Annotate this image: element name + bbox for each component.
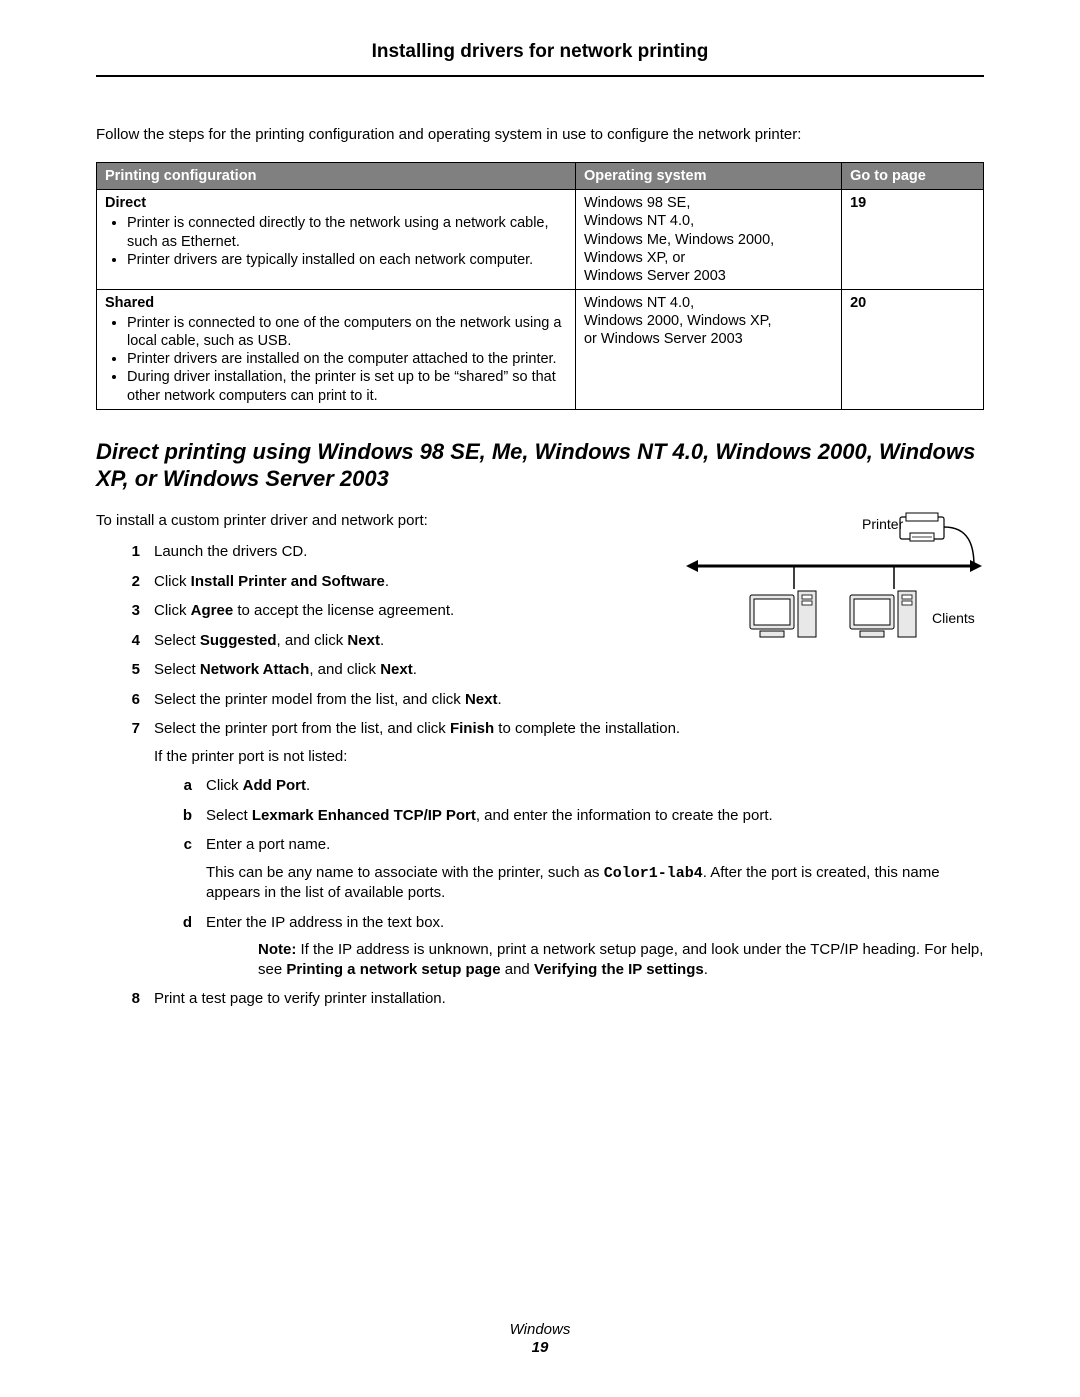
th-os: Operating system xyxy=(575,163,841,190)
steps-list: 1Launch the drivers CD. 2Click Install P… xyxy=(96,542,664,680)
config-table: Printing configuration Operating system … xyxy=(96,162,984,410)
th-config: Printing configuration xyxy=(97,163,576,190)
bullet: Printer drivers are typically installed … xyxy=(127,251,567,269)
step: 8Print a test page to verify printer ins… xyxy=(132,989,984,1009)
bullet: Printer is connected to one of the compu… xyxy=(127,314,567,350)
step-text: Click Install Printer and Software. xyxy=(154,573,389,590)
substep-text: Click Add Port. xyxy=(206,777,310,794)
table-row: Direct Printer is connected directly to … xyxy=(97,190,984,290)
printer-label: Printer xyxy=(862,516,904,532)
steps-list-cont: 6Select the printer model from the list,… xyxy=(96,690,984,1009)
intro-text: Follow the steps for the printing config… xyxy=(96,125,984,145)
cell-config-shared: Shared Printer is connected to one of th… xyxy=(97,289,576,409)
step-text: Select Network Attach, and click Next. xyxy=(154,661,417,678)
substeps-list: aClick Add Port. bSelect Lexmark Enhance… xyxy=(154,776,984,979)
step-text: Select the printer model from the list, … xyxy=(154,691,502,708)
clients-label: Clients xyxy=(932,610,975,626)
substep-text: Enter a port name. xyxy=(206,836,330,853)
substep: bSelect Lexmark Enhanced TCP/IP Port, an… xyxy=(184,806,984,826)
substep: aClick Add Port. xyxy=(184,776,984,796)
page-title: Installing drivers for network printing xyxy=(96,40,984,75)
cell-os-shared: Windows NT 4.0, Windows 2000, Windows XP… xyxy=(575,289,841,409)
title-rule xyxy=(96,75,984,77)
step-text: Print a test page to verify printer inst… xyxy=(154,990,446,1007)
step-text: Click Agree to accept the license agreem… xyxy=(154,602,454,619)
step: 4Select Suggested, and click Next. xyxy=(132,631,664,651)
printer-icon xyxy=(900,513,944,541)
note-label: Note: xyxy=(258,941,296,958)
step: 5Select Network Attach, and click Next. xyxy=(132,660,664,680)
step: 6Select the printer model from the list,… xyxy=(132,690,984,710)
th-page: Go to page xyxy=(842,163,984,190)
substep-text: Select Lexmark Enhanced TCP/IP Port, and… xyxy=(206,807,773,824)
cell-os-direct: Windows 98 SE, Windows NT 4.0, Windows M… xyxy=(575,190,841,290)
config-title-shared: Shared xyxy=(105,294,567,312)
step-text: Select Suggested, and click Next. xyxy=(154,632,384,649)
substep-text: Enter the IP address in the text box. xyxy=(206,914,444,931)
config-title-direct: Direct xyxy=(105,194,567,212)
bullet: Printer is connected directly to the net… xyxy=(127,214,567,250)
page-footer: Windows 19 xyxy=(0,1321,1080,1357)
client-computer-icon xyxy=(850,591,916,637)
footer-page-number: 19 xyxy=(0,1339,1080,1357)
note-block: Note: If the IP address is unknown, prin… xyxy=(206,940,984,979)
table-row: Shared Printer is connected to one of th… xyxy=(97,289,984,409)
cell-config-direct: Direct Printer is connected directly to … xyxy=(97,190,576,290)
step-text: Select the printer port from the list, a… xyxy=(154,720,680,737)
footer-section: Windows xyxy=(0,1321,1080,1339)
lead-text: To install a custom printer driver and n… xyxy=(96,511,664,531)
cell-page-shared: 20 xyxy=(842,289,984,409)
step: 2Click Install Printer and Software. xyxy=(132,572,664,592)
step: 3Click Agree to accept the license agree… xyxy=(132,601,664,621)
substep: c Enter a port name. This can be any nam… xyxy=(184,835,984,903)
client-computer-icon xyxy=(750,591,816,637)
diagram-svg: Printer xyxy=(684,511,984,671)
substep-note: This can be any name to associate with t… xyxy=(206,863,984,903)
bullet: Printer drivers are installed on the com… xyxy=(127,350,567,368)
substep: d Enter the IP address in the text box. … xyxy=(184,913,984,980)
section-heading: Direct printing using Windows 98 SE, Me,… xyxy=(96,438,984,493)
cell-page-direct: 19 xyxy=(842,190,984,290)
bullet: During driver installation, the printer … xyxy=(127,368,567,404)
substep-intro: If the printer port is not listed: xyxy=(154,747,984,767)
step-text: Launch the drivers CD. xyxy=(154,543,307,560)
table-header-row: Printing configuration Operating system … xyxy=(97,163,984,190)
step: 7 Select the printer port from the list,… xyxy=(132,719,984,979)
network-diagram: Printer xyxy=(684,511,984,690)
step: 1Launch the drivers CD. xyxy=(132,542,664,562)
